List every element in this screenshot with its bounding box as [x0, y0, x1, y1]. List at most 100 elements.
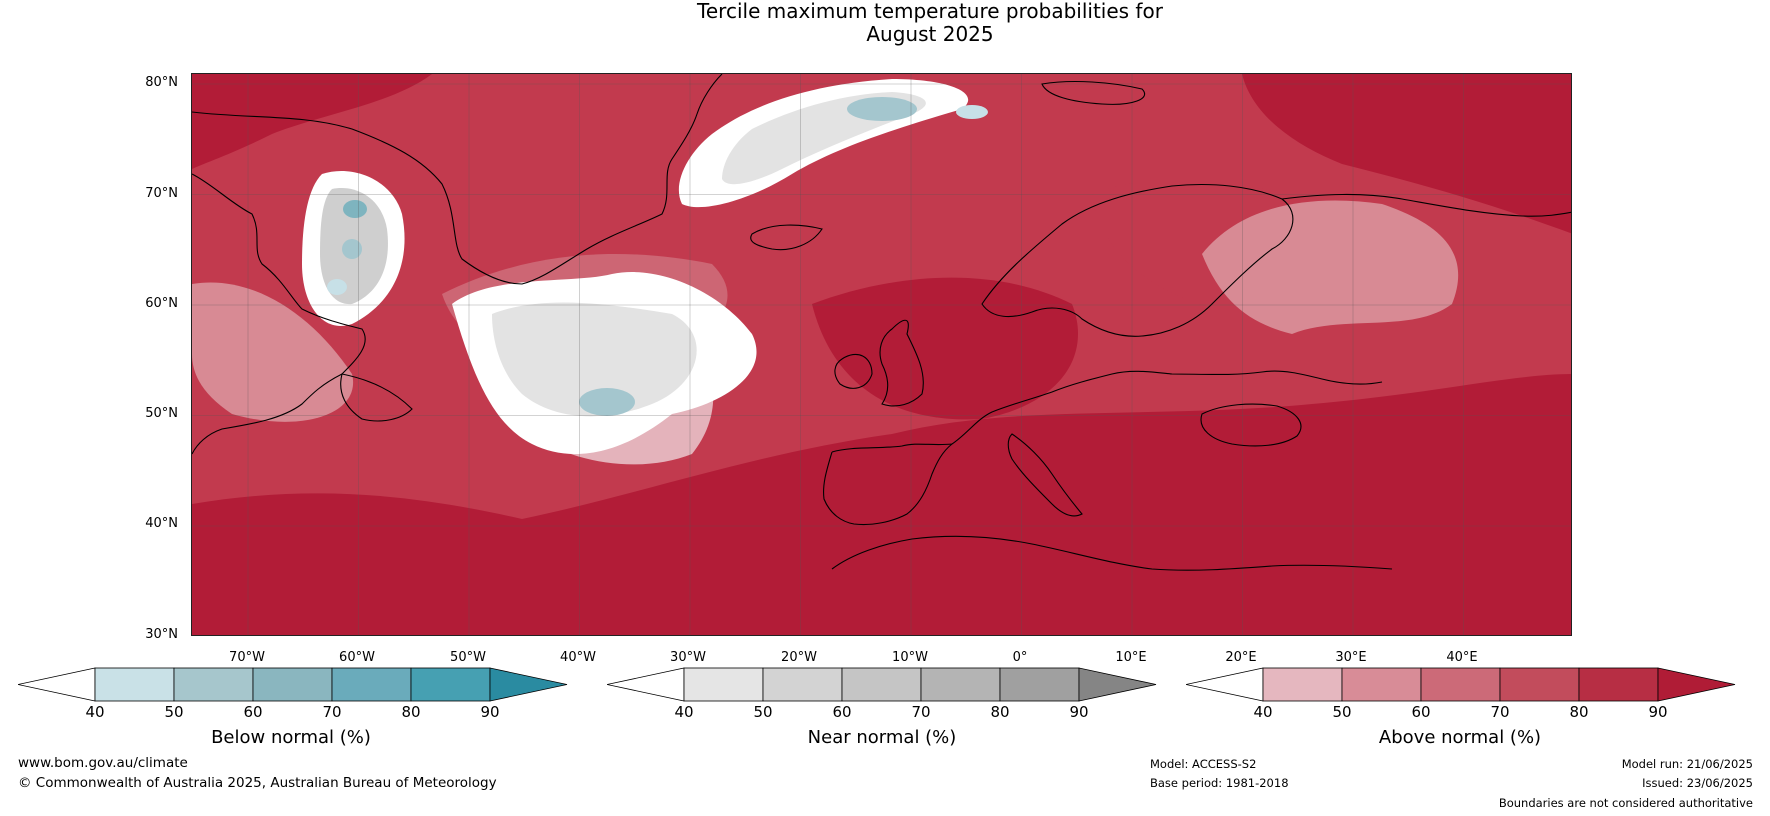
colorbar-extend-low [607, 667, 685, 702]
colorbar-segment [252, 667, 333, 702]
below-normal-baffin-2 [342, 239, 362, 259]
colorbar-tick-label: 40 [1253, 703, 1273, 721]
colorbar-extend-high [1657, 667, 1736, 702]
colorbar-segment [762, 667, 843, 702]
black-sea-coast [1200, 403, 1302, 447]
colorbar-tick-label: 60 [832, 703, 852, 721]
colorbar-segment [1262, 667, 1343, 702]
barents-coast [1281, 193, 1571, 217]
colorbar-tick-label: 40 [674, 703, 694, 721]
website-link[interactable]: www.bom.gov.au/climate [18, 755, 188, 771]
chart-title: Tercile maximum temperature probabilitie… [0, 0, 1770, 46]
scandinavia-coast [981, 183, 1294, 337]
map-canvas [192, 74, 1571, 635]
colorbar-segment [999, 667, 1080, 702]
colorbar-tick-label: 80 [401, 703, 421, 721]
colorbar-tick-label: 80 [990, 703, 1010, 721]
above-60-scandinavia [1202, 200, 1459, 334]
colorbar-segment [920, 667, 1001, 702]
colorbar-segment [173, 667, 254, 702]
iberia-coast [823, 443, 953, 526]
colorbar-tick-label: 80 [1569, 703, 1589, 721]
disclaimer-text: Boundaries are not considered authoritat… [1498, 796, 1753, 810]
copyright-text: © Commonwealth of Australia 2025, Austra… [18, 775, 497, 791]
lon-label-70w: 70°W [229, 650, 265, 665]
colorbar-below-normal [18, 667, 568, 702]
colorbar-label-below: Below normal (%) [211, 727, 371, 748]
colorbar-tick-label: 50 [753, 703, 773, 721]
lon-label-40w: 40°W [560, 650, 596, 665]
colorbar-tick-label: 90 [1648, 703, 1668, 721]
above-90-region-northeast [1242, 74, 1571, 234]
canada-coast [192, 173, 366, 455]
lat-label-60: 60°N [145, 296, 178, 311]
italy-coast [1007, 433, 1083, 517]
colorbar-segment [1578, 667, 1659, 702]
above-90-region-north [192, 74, 432, 169]
africa-coast [831, 535, 1393, 571]
colorbar-tick-label: 90 [1069, 703, 1089, 721]
europe-coast [831, 370, 1383, 453]
model-text: Model: ACCESS-S2 [1150, 757, 1257, 771]
title-line-2: August 2025 [866, 22, 994, 46]
colorbar-tick-label: 90 [480, 703, 500, 721]
colorbar-tick-label: 50 [164, 703, 184, 721]
colorbar-segment [1420, 667, 1501, 702]
colorbar-label-near: Near normal (%) [807, 727, 957, 748]
title-line-1: Tercile maximum temperature probabilitie… [697, 0, 1163, 23]
colorbar-tick-label: 70 [911, 703, 931, 721]
above-90-region-south [192, 374, 1571, 635]
great-britain-coast [879, 319, 924, 407]
lat-label-30: 30°N [145, 627, 178, 642]
lat-label-80: 80°N [145, 75, 178, 90]
colorbar-near-normal [607, 667, 1157, 702]
lon-label-40e: 40°E [1446, 650, 1478, 665]
lon-label-20w: 20°W [781, 650, 817, 665]
below-normal-baffin-3 [327, 279, 347, 295]
colorbar-tick-label: 60 [243, 703, 263, 721]
svalbard-coast [1041, 80, 1145, 105]
model-run-text: Model run: 21/06/2025 [1621, 757, 1753, 771]
greenland-coast [192, 74, 723, 285]
issued-text: Issued: 23/06/2025 [1642, 776, 1753, 790]
lon-label-30e: 30°E [1335, 650, 1367, 665]
colorbar-tick-label: 70 [1490, 703, 1510, 721]
colorbar-tick-label: 40 [85, 703, 105, 721]
lon-label-30w: 30°W [670, 650, 706, 665]
colorbar-segment [410, 667, 491, 702]
below-normal-atlantic [579, 388, 635, 416]
above-90-region-atlantic [812, 277, 1078, 420]
colorbar-above-normal [1186, 667, 1736, 702]
colorbar-segment [683, 667, 764, 702]
lon-label-10w: 10°W [892, 650, 928, 665]
lat-label-50: 50°N [145, 406, 178, 421]
below-normal-greenland-sea-2 [956, 105, 988, 119]
colorbar-segment [841, 667, 922, 702]
colorbar-extend-high [489, 667, 568, 702]
lon-label-20e: 20°E [1225, 650, 1257, 665]
colorbar-label-above: Above normal (%) [1378, 727, 1542, 748]
colorbar-segment [331, 667, 412, 702]
colorbar-extend-low [18, 667, 96, 702]
probability-map [191, 73, 1572, 636]
newfoundland-coast [340, 373, 413, 422]
colorbar-tick-label: 50 [1332, 703, 1352, 721]
base-period-text: Base period: 1981-2018 [1150, 776, 1289, 790]
below-normal-baffin-1 [343, 200, 367, 218]
colorbar-tick-label: 60 [1411, 703, 1431, 721]
above-60-labrador [192, 282, 354, 422]
colorbar-tick-label: 70 [322, 703, 342, 721]
lon-label-60w: 60°W [339, 650, 375, 665]
colorbar-extend-high [1078, 667, 1157, 702]
lat-label-70: 70°N [145, 186, 178, 201]
lon-label-10e: 10°E [1115, 650, 1147, 665]
near-normal-50-atlantic [492, 302, 697, 417]
colorbar-extend-low [1186, 667, 1264, 702]
colorbar-segment [1341, 667, 1422, 702]
coastlines [192, 74, 1571, 571]
lon-label-0: 0° [1012, 650, 1028, 665]
colorbar-segment [1499, 667, 1580, 702]
below-normal-greenland-sea-1 [847, 97, 917, 121]
lat-label-40: 40°N [145, 516, 178, 531]
ireland-coast [834, 354, 873, 389]
